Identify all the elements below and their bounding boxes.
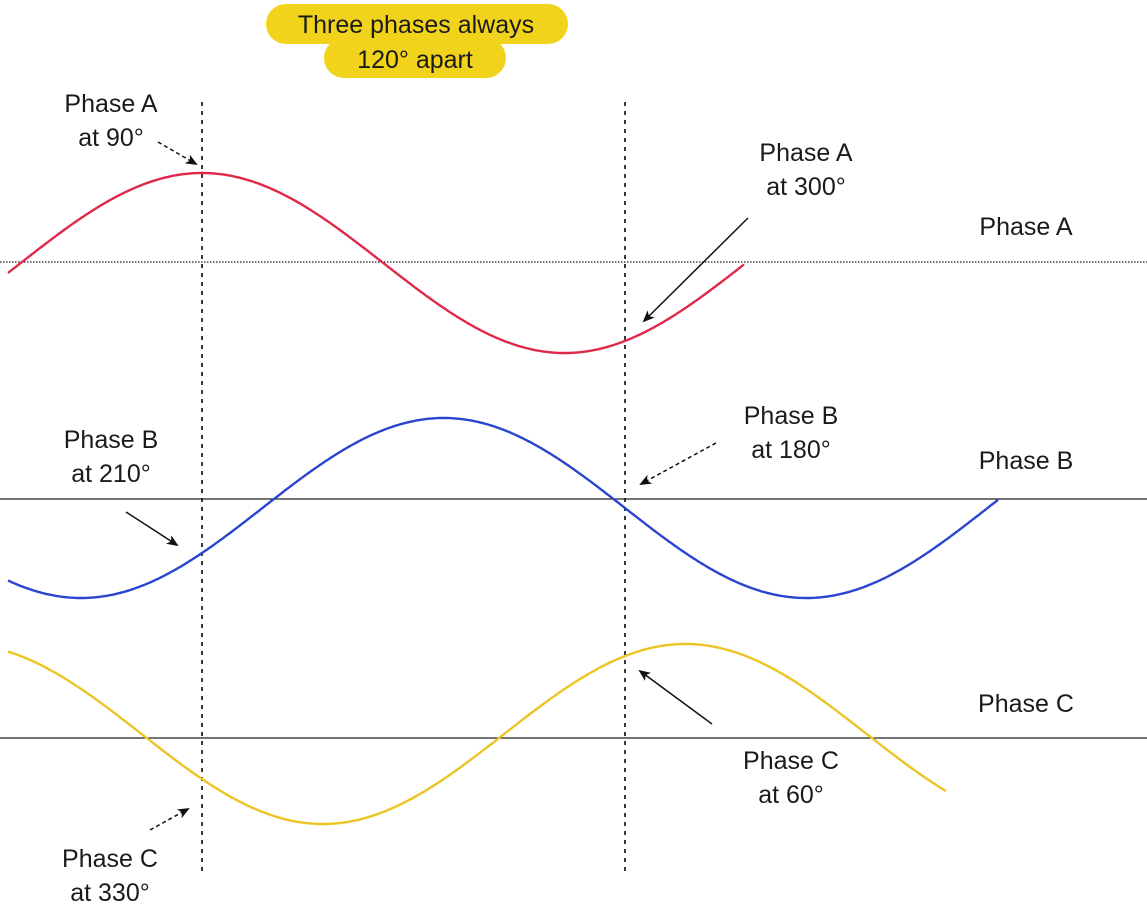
title-highlight-bottom [324,38,506,78]
arrow-icon [149,808,190,831]
arrow-icon [638,669,713,725]
annotation-text: at 300° [766,173,846,201]
arrow-icon [639,442,717,485]
wave-phase-b [7,416,999,600]
annotation-text: Phase C [743,747,839,775]
title-line-2: 120° apart [357,46,473,74]
annotation-text: Phase A [64,90,157,118]
arrow-icon [157,141,198,166]
annotation-text: at 60° [758,781,824,809]
annotation-phase-c-60: Phase C at 60° [638,669,839,809]
phase-label-c: Phase C [978,690,1074,718]
annotation-text: at 210° [71,460,151,488]
title-highlight-top [266,4,568,44]
arrow-icon [125,511,179,547]
annotation-text: Phase B [64,426,159,454]
phase-label-a: Phase A [979,213,1072,241]
title-block: Three phases always 120° apart [266,4,568,78]
annotation-text: Phase A [759,139,852,167]
annotation-text: Phase C [62,845,158,873]
arrow-icon [642,217,749,323]
annotation-phase-c-330: Phase C at 330° [62,808,190,907]
annotation-text: at 330° [70,879,150,907]
annotation-text: Phase B [744,402,839,430]
annotation-text: at 180° [751,436,831,464]
annotation-phase-a-90: Phase A at 90° [64,90,198,166]
annotation-phase-a-300: Phase A at 300° [642,139,853,323]
annotation-text: at 90° [78,124,144,152]
wave-phase-a [7,171,745,355]
wave-phase-c [7,642,947,826]
annotation-phase-b-180: Phase B at 180° [639,402,839,485]
title-line-1: Three phases always [298,11,534,39]
phase-label-b: Phase B [979,447,1074,475]
annotation-phase-b-210: Phase B at 210° [64,426,179,547]
